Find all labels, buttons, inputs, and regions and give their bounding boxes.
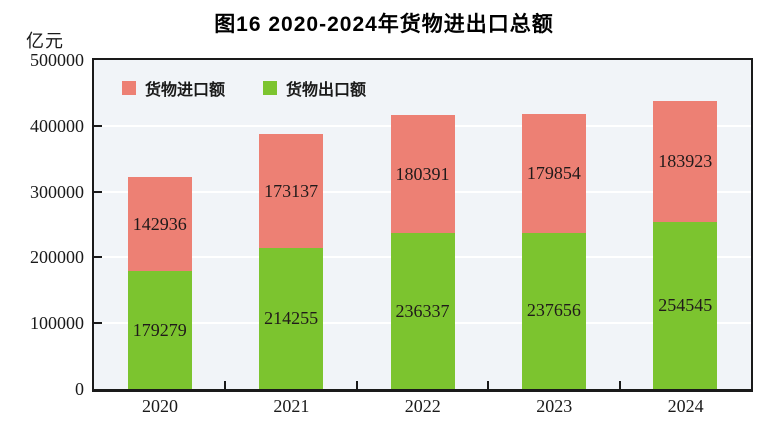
plot-area: 货物进口额 货物出口额 142936 179279 173137 214255 18039… [92,58,753,392]
chart-title: 图16 2020-2024年货物进出口总额 [214,13,554,36]
y-tick-mark-100000 [94,322,102,325]
x-axis-label-2024: 2024 [667,396,704,416]
segment-export-2020: 179279 [127,271,192,389]
x-axis-label-2023: 2023 [536,396,573,416]
segment-export-2021: 214255 [259,248,324,389]
legend-label: 货物进口额 [145,82,226,99]
x-tick-mark-4 [618,381,621,389]
legend-label: 货物出口额 [286,82,367,99]
legend-swatch-icon [263,81,278,95]
x-axis-label-2022: 2022 [404,396,441,416]
bar-2023: 179854 237656 [521,114,586,389]
x-tick-mark-3 [487,381,490,389]
x-axis-label-2020: 2020 [142,396,178,416]
y-axis-unit-label: 亿元 [26,31,64,51]
y-tick-mark-200000 [94,256,102,259]
y-axis-label-0: 0 [75,379,84,399]
bar-2022: 180391 236337 [390,114,455,389]
bar-2024: 183923 254545 [653,100,718,389]
segment-import-2024: 183923 [653,100,718,222]
x-axis-label-2021: 2021 [273,396,310,416]
segment-import-2023: 179854 [521,114,586,233]
legend-swatch-icon [122,81,136,95]
y-axis-label-500000: 500000 [30,50,84,70]
y-axis-label-200000: 200000 [30,247,84,268]
segment-import-2022: 180391 [390,114,455,234]
x-tick-mark-1 [224,381,227,389]
y-axis-label-100000: 100000 [30,313,84,334]
y-axis-label-400000: 400000 [30,115,84,136]
x-tick-mark-2 [355,381,358,389]
bar-2021: 173137 214255 [259,134,324,389]
segment-import-2020: 142936 [127,176,192,272]
bar-2020: 142936 179279 [127,176,192,389]
y-tick-mark-300000 [94,190,102,193]
y-tick-mark-400000 [94,124,102,127]
y-axis-label-300000: 300000 [30,181,84,202]
segment-import-2021: 173137 [259,134,324,249]
segment-export-2022: 236337 [390,233,455,389]
segment-export-2023: 237656 [521,232,586,389]
legend-item-0: 货物进口额 [122,76,225,100]
legend-item-1: 货物出口额 [263,76,366,100]
legend: 货物进口额 货物出口额 [122,76,366,100]
segment-export-2024: 254545 [653,221,718,389]
